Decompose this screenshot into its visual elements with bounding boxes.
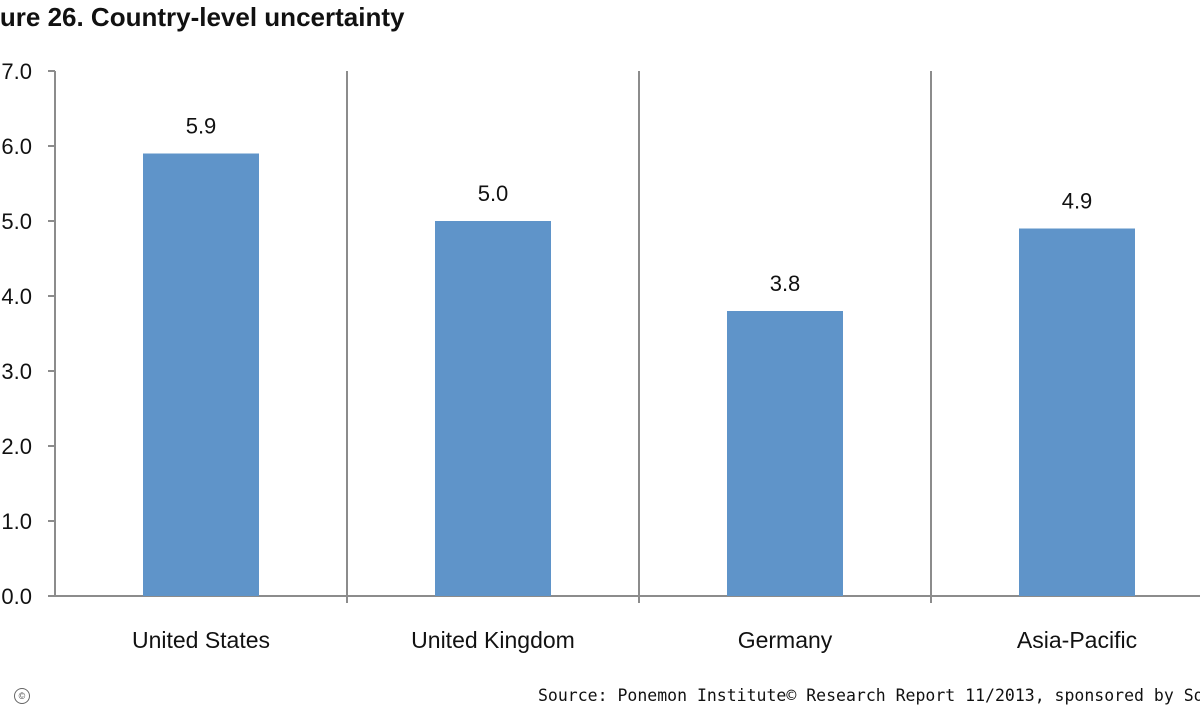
y-tick-label: 4.0: [1, 284, 32, 309]
copyright-icon: ©: [14, 688, 30, 704]
chart-title: gure 26. Country-level uncertainty: [0, 2, 405, 32]
y-tick-label: 6.0: [1, 134, 32, 159]
category-label: Asia-Pacific: [1017, 627, 1137, 653]
y-tick-label: 7.0: [1, 59, 32, 84]
y-tick-label: 2.0: [1, 434, 32, 459]
category-label: United Kingdom: [411, 627, 575, 653]
data-label: 5.9: [186, 114, 217, 139]
bar-united-kingdom: [435, 221, 551, 596]
bar-asia-pacific: [1019, 228, 1135, 596]
data-label: 3.8: [770, 271, 801, 296]
category-label: Germany: [738, 627, 833, 653]
y-tick-label: 1.0: [1, 509, 32, 534]
y-tick-label: 0.0: [1, 584, 32, 609]
bar-united-states: [143, 153, 259, 596]
data-label: 4.9: [1062, 189, 1093, 214]
data-label: 5.0: [478, 181, 509, 206]
category-label: United States: [132, 627, 270, 653]
source-note: Source: Ponemon Institute© Research Repo…: [538, 686, 1200, 705]
y-tick-label: 5.0: [1, 209, 32, 234]
bar-germany: [727, 311, 843, 596]
y-tick-label: 3.0: [1, 359, 32, 384]
